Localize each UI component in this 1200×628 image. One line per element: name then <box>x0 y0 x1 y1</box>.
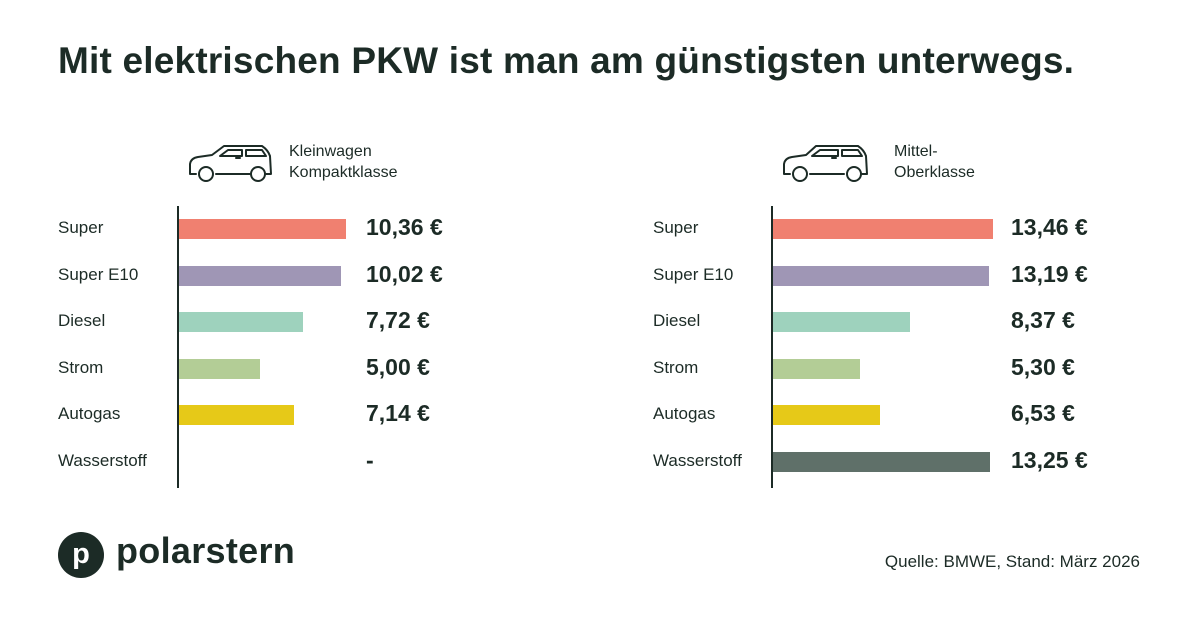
class-label-line2: Kompaktklasse <box>289 164 398 181</box>
value-label: 6,53 € <box>1011 400 1075 426</box>
category-label: Strom <box>58 357 104 377</box>
category-label: Autogas <box>58 404 121 423</box>
bar-super <box>773 219 993 239</box>
class-label-small: Kleinwagen Kompaktklasse <box>289 141 398 183</box>
category-label: Super E10 <box>58 264 139 284</box>
bar-strom <box>179 358 260 379</box>
class-label-line2: Oberklasse <box>894 164 975 181</box>
brand-logo-icon: p <box>58 532 104 578</box>
value-label: - <box>366 446 374 473</box>
chart-axis <box>177 206 179 488</box>
bar-super-e10 <box>773 265 989 286</box>
class-label-line1: Kleinwagen <box>289 143 372 160</box>
bar-diesel <box>773 312 910 332</box>
car-icon <box>783 145 868 182</box>
category-label: Super <box>653 218 699 237</box>
value-label: 13,46 € <box>1011 214 1088 240</box>
category-label: Autogas <box>653 404 716 423</box>
bar-diesel <box>179 312 304 332</box>
category-label: Super E10 <box>653 264 734 284</box>
value-label: 13,19 € <box>1011 260 1088 287</box>
bar-autogas <box>179 405 295 425</box>
value-label: 10,36 € <box>366 214 443 240</box>
value-label: 13,25 € <box>1011 446 1088 473</box>
value-label: 7,14 € <box>366 400 430 426</box>
source-note: Quelle: BMWE, Stand: März 2026 <box>884 552 1140 571</box>
page-title: Mit elektrischen PKW ist man am günstigs… <box>58 40 1075 81</box>
value-label: 8,37 € <box>1011 307 1075 333</box>
value-label: 5,30 € <box>1011 353 1075 380</box>
category-label: Strom <box>653 357 699 377</box>
value-label: 10,02 € <box>366 260 443 287</box>
bar-wasserstoff <box>773 451 990 472</box>
chart-axis <box>771 206 773 488</box>
brand-name: polarstern <box>116 530 296 571</box>
value-label: 7,72 € <box>366 307 430 333</box>
bar-super-e10 <box>179 265 341 286</box>
bar-autogas <box>773 405 880 425</box>
category-label: Wasserstoff <box>653 450 742 470</box>
category-label: Wasserstoff <box>58 450 147 470</box>
bar-super <box>179 219 346 239</box>
class-label-large: Mittel- Oberklasse <box>894 141 975 183</box>
class-label-line1: Mittel- <box>894 143 938 160</box>
category-label: Diesel <box>653 311 701 330</box>
value-label: 5,00 € <box>366 353 430 380</box>
category-label: Super <box>58 218 104 237</box>
car-icon <box>189 145 272 182</box>
bar-strom <box>773 358 860 379</box>
category-label: Diesel <box>58 311 106 330</box>
brand-logo-letter: p <box>72 538 90 570</box>
